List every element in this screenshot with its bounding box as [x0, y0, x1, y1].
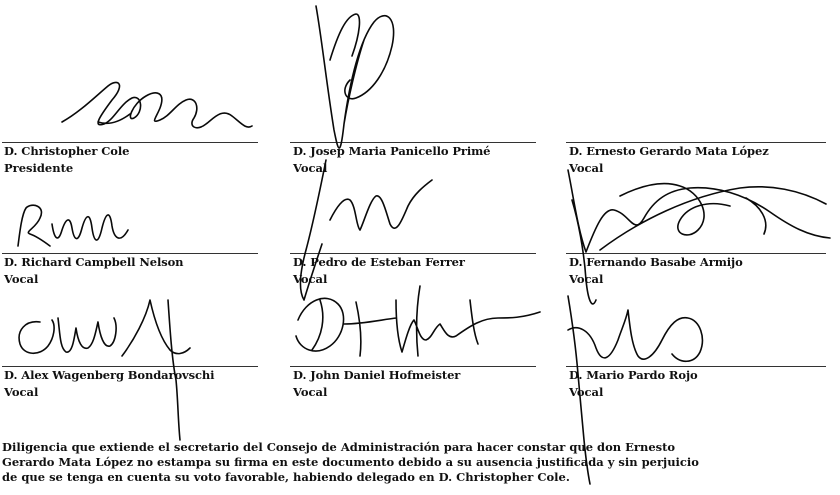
- signatory-name: D. Alex Wagenberg Bondarovschi: [4, 368, 215, 382]
- signatory-role: Vocal: [569, 385, 604, 399]
- signature-line: [290, 366, 536, 367]
- signatory-role: Vocal: [4, 272, 39, 286]
- signatory-role: Vocal: [293, 161, 328, 175]
- signatory-role: Vocal: [293, 272, 328, 286]
- signature-cole: [61, 81, 253, 129]
- signature-hofmeister: [295, 285, 541, 357]
- secretary-note: Diligencia que extiende el secretario de…: [2, 440, 802, 485]
- signatory-role: Presidente: [4, 161, 74, 175]
- signatory-role: Vocal: [4, 385, 39, 399]
- secretary-note-line: de que se tenga en cuenta su voto favora…: [2, 470, 570, 484]
- signatory-name: D. Pedro de Esteban Ferrer: [293, 255, 465, 269]
- signature-line: [566, 142, 826, 143]
- signatory-name: D. Josep Maria Panicello Primé: [293, 144, 491, 158]
- signatory-name: D. Richard Campbell Nelson: [4, 255, 184, 269]
- signatory-role: Vocal: [569, 272, 604, 286]
- secretary-note-line: Gerardo Mata López no estampa su firma e…: [2, 455, 699, 469]
- signature-line: [290, 142, 536, 143]
- signature-campbell: [17, 204, 129, 247]
- signature-line: [290, 253, 536, 254]
- signature-line: [2, 253, 258, 254]
- signature-line: [566, 253, 826, 254]
- signature-mata: [567, 169, 831, 253]
- secretary-note-line: Diligencia que extiende el secretario de…: [2, 440, 676, 454]
- signatory-role: Vocal: [293, 385, 328, 399]
- signature-basabe: [571, 199, 597, 305]
- signature-line: [2, 366, 258, 367]
- signatory-name: D. Ernesto Gerardo Mata López: [569, 144, 769, 158]
- signatory-role: Vocal: [569, 161, 604, 175]
- signatory-name: D. John Daniel Hofmeister: [293, 368, 461, 382]
- signatory-name: D. Mario Pardo Rojo: [569, 368, 698, 382]
- signature-line: [566, 366, 826, 367]
- signatory-name: D. Christopher Cole: [4, 144, 130, 158]
- signature-panicello: [315, 5, 395, 149]
- signatory-name: D. Fernando Basabe Armijo: [569, 255, 743, 269]
- signature-line: [2, 142, 258, 143]
